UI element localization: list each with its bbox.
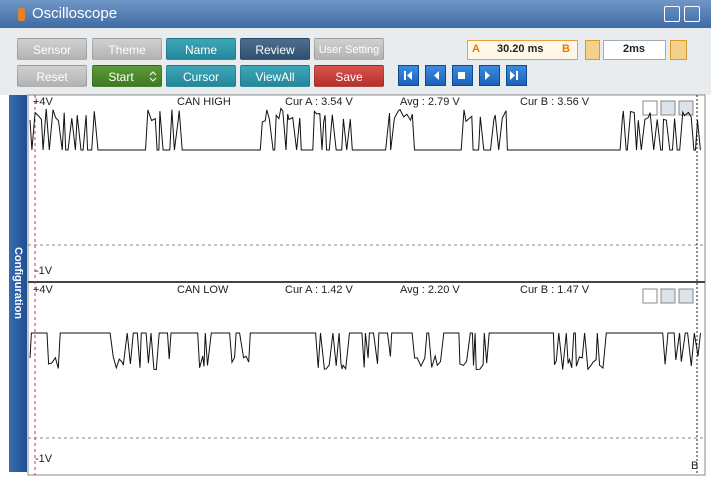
cursor-button[interactable]: Cursor: [166, 65, 236, 87]
window-button[interactable]: [664, 6, 680, 22]
save-button[interactable]: Save: [314, 65, 384, 87]
cur-b: Cur B : 3.56 V: [520, 96, 590, 108]
media-icons: [404, 71, 518, 80]
review-button[interactable]: Review: [240, 38, 310, 60]
menu-button[interactable]: [684, 6, 700, 22]
max-label: +4V: [33, 284, 53, 296]
time-div: 2ms: [623, 43, 646, 55]
name-button[interactable]: Name: [166, 38, 236, 60]
spinner-icon: [149, 71, 157, 82]
time-box: [603, 40, 666, 60]
cursor-b-label: B: [562, 43, 570, 55]
min-label: -1V: [35, 265, 53, 277]
channel-name: CAN HIGH: [177, 96, 231, 108]
waveform: [29, 332, 701, 371]
cursor-time: 30.20 ms: [497, 43, 544, 55]
sensor-button[interactable]: Sensor: [17, 38, 87, 60]
panel-plus-button[interactable]: [660, 288, 676, 304]
theme-button[interactable]: Theme: [92, 38, 162, 60]
title: Oscilloscope: [32, 5, 118, 22]
title-bar: Oscilloscope: [0, 0, 711, 28]
channel-name: CAN LOW: [177, 284, 229, 296]
cur-a: Cur A : 1.42 V: [285, 284, 353, 296]
cur-b: Cur B : 1.47 V: [520, 284, 590, 296]
cur-a: Cur A : 3.54 V: [285, 96, 353, 108]
start-button[interactable]: Start: [92, 65, 162, 87]
panel-plus-button[interactable]: [660, 100, 676, 116]
time-left-button[interactable]: [585, 40, 600, 60]
viewall-button[interactable]: ViewAll: [240, 65, 310, 87]
avg: Avg : 2.79 V: [400, 96, 460, 108]
panel-close-button[interactable]: [678, 288, 694, 304]
user-setting-button[interactable]: User Setting: [314, 38, 384, 60]
avg: Avg : 2.20 V: [400, 284, 460, 296]
panel-box-button[interactable]: [642, 288, 658, 304]
cursor-a-label: A: [472, 43, 480, 55]
max-label: +4V: [33, 96, 53, 108]
cursor-box: [467, 40, 578, 60]
min-label: -1V: [35, 453, 53, 465]
time-right-button[interactable]: [670, 40, 687, 60]
app-icon: [18, 8, 25, 21]
cursor-b-marker: B: [691, 460, 699, 472]
panel-close-button[interactable]: [678, 100, 694, 116]
sidebar[interactable]: [9, 95, 27, 472]
waveform: [29, 107, 701, 151]
reset-button[interactable]: Reset: [17, 65, 87, 87]
